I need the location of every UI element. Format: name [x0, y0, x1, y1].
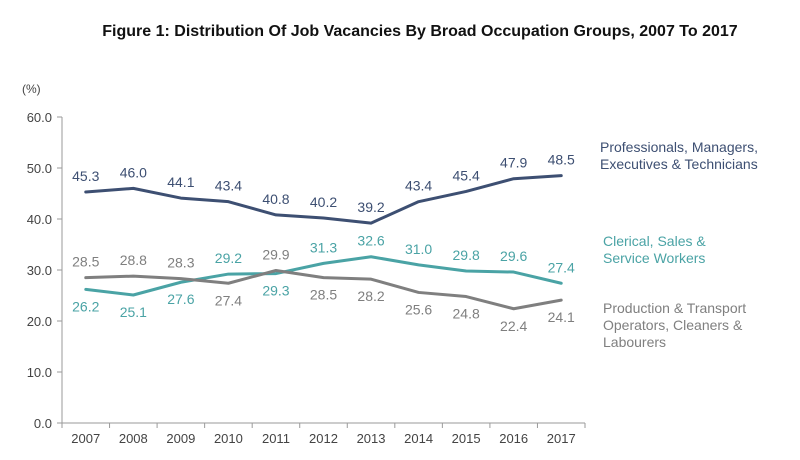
data-label: 27.4: [548, 259, 575, 275]
data-label: 45.4: [453, 167, 480, 183]
data-label: 29.9: [262, 247, 289, 263]
data-label: 28.5: [72, 254, 99, 270]
data-label: 27.6: [167, 291, 194, 307]
x-tick-label: 2010: [214, 431, 243, 446]
data-labels: 45.3 46.0 44.1 43.4 40.8 40.2 39.2 43.4 45.4 47.9…: [72, 152, 575, 334]
data-label: 24.1: [548, 309, 575, 325]
series-label: Clerical, Sales & Service Workers: [603, 233, 706, 266]
x-tick-label: 2007: [71, 431, 100, 446]
data-label: 27.4: [215, 292, 242, 308]
data-label: 26.2: [72, 298, 99, 314]
series-labels: Professionals, Managers, Executives & Tec…: [600, 139, 758, 350]
y-tick-label: 30.0: [27, 263, 52, 278]
data-label: 28.5: [310, 287, 337, 303]
series-line: [84, 269, 563, 311]
data-label: 31.3: [310, 239, 337, 255]
y-tick-label: 40.0: [27, 212, 52, 227]
y-tick-label: 60.0: [27, 110, 52, 125]
data-label: 32.6: [357, 233, 384, 249]
x-tick-label: 2016: [499, 431, 528, 446]
x-tick-label: 2008: [119, 431, 148, 446]
y-tick-label: 0.0: [34, 416, 52, 431]
y-tick-label: 50.0: [27, 161, 52, 176]
data-label: 40.8: [262, 191, 289, 207]
x-tick-label: 2014: [404, 431, 433, 446]
data-label: 39.2: [357, 199, 384, 215]
x-tick-label: 2015: [452, 431, 481, 446]
data-label: 47.9: [500, 155, 527, 171]
data-label: 29.3: [262, 283, 289, 299]
data-label: 29.2: [215, 250, 242, 266]
data-label: 25.6: [405, 301, 432, 317]
data-label: 28.3: [167, 255, 194, 271]
data-label: 45.3: [72, 168, 99, 184]
data-label: 29.8: [453, 247, 480, 263]
data-label: 43.4: [405, 178, 432, 194]
y-tick-label: 20.0: [27, 314, 52, 329]
y-axis-unit-label: (%): [22, 82, 41, 96]
data-label: 48.5: [548, 152, 575, 168]
x-tick-label: 2009: [166, 431, 195, 446]
data-label: 44.1: [167, 174, 194, 190]
series-line: [84, 174, 563, 225]
series-line: [84, 255, 563, 297]
x-tick-label: 2012: [309, 431, 338, 446]
x-tick-label: 2013: [357, 431, 386, 446]
chart-title: Figure 1: Distribution Of Job Vacancies …: [102, 23, 738, 40]
data-label: 28.2: [357, 288, 384, 304]
data-label: 29.6: [500, 248, 527, 264]
axes: 0.0 10.0 20.0 30.0 40.0 50.0 60.0 2007 2008 2009 2…: [27, 110, 586, 446]
series-label: Professionals, Managers, Executives & Tec…: [600, 139, 758, 172]
x-tick-label: 2017: [547, 431, 576, 446]
data-label: 24.8: [453, 306, 480, 322]
series-lines: [84, 174, 563, 311]
x-tick-label: 2011: [262, 431, 290, 446]
data-label: 43.4: [215, 178, 242, 194]
data-label: 28.8: [120, 252, 147, 268]
data-label: 46.0: [120, 164, 147, 180]
y-tick-label: 10.0: [27, 365, 52, 380]
data-label: 25.1: [120, 304, 147, 320]
series-label: Production & Transport Operators, Cleaner…: [603, 300, 746, 350]
data-label: 40.2: [310, 194, 337, 210]
data-label: 22.4: [500, 318, 527, 334]
data-label: 31.0: [405, 241, 432, 257]
